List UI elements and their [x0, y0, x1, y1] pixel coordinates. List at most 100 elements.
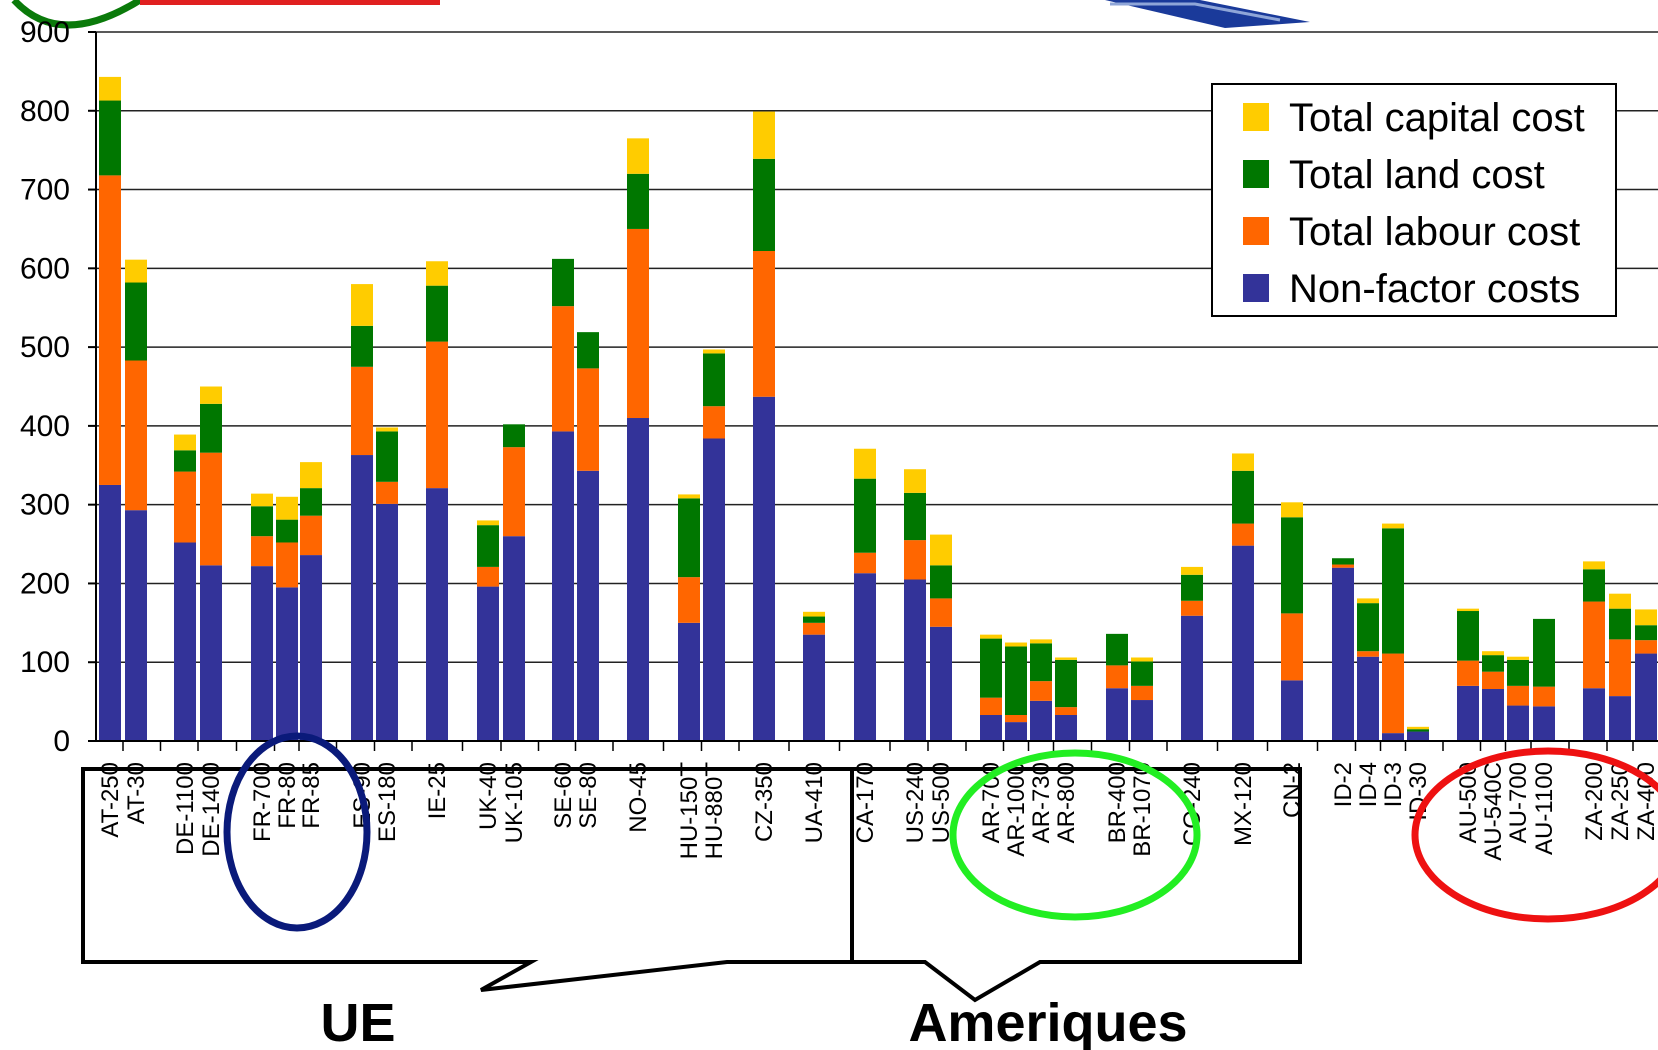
bar-segment-land	[1005, 646, 1027, 716]
bar-segment-capital	[376, 427, 398, 432]
category-label: FR-700	[249, 762, 276, 842]
bar-segment-non-factor	[1507, 705, 1529, 741]
bar-segment-capital	[251, 493, 273, 507]
bar-segment-capital	[1507, 656, 1529, 660]
bar-segment-non-factor	[980, 715, 1002, 741]
bar-segment-capital	[1407, 726, 1429, 730]
bar-segment-labour	[753, 251, 775, 397]
bar-segment-land	[1357, 603, 1379, 652]
bar-segment-land	[1583, 569, 1605, 602]
bar-segment-land	[678, 498, 700, 578]
bar-segment-labour	[552, 306, 574, 432]
bar-segment-land	[703, 353, 725, 407]
bar-segment-non-factor	[1332, 567, 1354, 741]
bar-segment-land	[99, 100, 121, 176]
bar-segment-capital	[854, 448, 876, 479]
top-blue-logo-stripe	[1110, 2, 1281, 22]
category-label: HU-150T	[676, 762, 703, 860]
bar-segment-capital	[1357, 598, 1379, 604]
bar-segment-labour	[351, 366, 373, 456]
bar-segment-land	[1609, 608, 1631, 640]
bar-segment-land	[1407, 729, 1429, 732]
category-label: CA-170	[852, 762, 879, 843]
legend-label: Non-factor costs	[1289, 267, 1580, 311]
bar-segment-labour	[1005, 715, 1027, 723]
category-labels: AT-250 AT-30 DE-1100 DE-1400 FR-700FR-80FR-8…	[97, 762, 1658, 861]
category-label: AU-540C	[1480, 762, 1507, 861]
bar-segment-capital	[351, 284, 373, 326]
bar-segment-non-factor	[426, 488, 448, 741]
bar-segment-labour	[627, 228, 649, 419]
bar-segment-land	[803, 616, 825, 623]
category-label: ES-180	[374, 762, 401, 842]
bar-segment-labour	[678, 577, 700, 623]
bar-segment-land	[904, 492, 926, 541]
bar-segment-labour	[125, 360, 147, 511]
legend: Total capital cost Total land cost Total l…	[1211, 83, 1617, 317]
legend-swatch	[1243, 274, 1269, 302]
bar-segment-non-factor	[1583, 688, 1605, 741]
group-label-ameriques: Ameriques	[908, 993, 1187, 1050]
bar-segment-land	[1232, 470, 1254, 524]
bar-segment-non-factor	[1005, 722, 1027, 741]
y-tick-label: 400	[20, 410, 70, 443]
category-label: FR-85	[298, 762, 325, 829]
bar-segment-land	[1457, 611, 1479, 661]
category-label: AT-30	[123, 762, 150, 824]
bar-segment-non-factor	[803, 634, 825, 741]
bar-segment-labour	[577, 368, 599, 471]
bar-segment-capital	[1281, 502, 1303, 518]
group-label-ue: UE	[320, 993, 395, 1050]
bar-segment-land	[351, 325, 373, 367]
y-tick-label: 800	[20, 95, 70, 128]
bar-segment-non-factor	[376, 503, 398, 741]
bar-segment-labour	[803, 622, 825, 635]
bar-segment-capital	[1181, 566, 1203, 575]
category-label: HU-880T	[701, 762, 728, 860]
bar-segment-non-factor	[351, 455, 373, 741]
bar-segment-labour	[1583, 601, 1605, 689]
category-label: CO-240	[1179, 762, 1206, 846]
bar-segment-non-factor	[251, 566, 273, 741]
bar-segment-non-factor	[1106, 688, 1128, 741]
bar-segment-labour	[1533, 686, 1555, 707]
bar-segment-non-factor	[552, 431, 574, 741]
bar-segment-non-factor	[300, 555, 322, 741]
bar-segment-non-factor	[1609, 696, 1631, 741]
bar-segment-land	[1281, 517, 1303, 614]
bar-segment-non-factor	[1382, 733, 1404, 741]
category-label: BR-400	[1104, 762, 1131, 843]
bar-segment-land	[627, 173, 649, 229]
category-label: FR-80	[274, 762, 301, 829]
green-highlight-ellipse	[949, 749, 1201, 921]
category-label: ZA-250	[1607, 762, 1634, 841]
bar-segment-capital	[300, 462, 322, 489]
bar-segment-capital	[703, 349, 725, 354]
x-axis	[96, 740, 1658, 751]
category-label: UK-105	[501, 762, 528, 843]
category-label: SE-80	[575, 762, 602, 829]
y-tick-label: 500	[20, 331, 70, 364]
bar-segment-labour	[251, 536, 273, 567]
bar-segment-labour	[1482, 671, 1504, 690]
bar-segment-labour	[503, 447, 525, 537]
category-label: DE-1400	[198, 762, 225, 857]
bar-segment-non-factor	[1281, 680, 1303, 741]
bar-segment-labour	[1357, 651, 1379, 657]
bar-segment-non-factor	[753, 396, 775, 741]
bar-segment-land	[1181, 574, 1203, 601]
category-label: AU-1100	[1531, 762, 1558, 855]
category-label: AR-1000	[1003, 762, 1030, 857]
bar-segment-capital	[1055, 657, 1077, 660]
y-tick-label: 0	[53, 725, 70, 758]
blue-highlight-ellipse	[223, 732, 371, 932]
bar-segment-capital	[200, 386, 222, 404]
category-label: NO-45	[625, 762, 652, 833]
bar-segment-labour	[980, 697, 1002, 716]
bar-segment-non-factor	[125, 510, 147, 741]
bar-segment-capital	[753, 111, 775, 159]
bar-segment-capital	[627, 138, 649, 174]
bar-segment-non-factor	[99, 484, 121, 741]
bar-segment-labour	[1332, 564, 1354, 568]
